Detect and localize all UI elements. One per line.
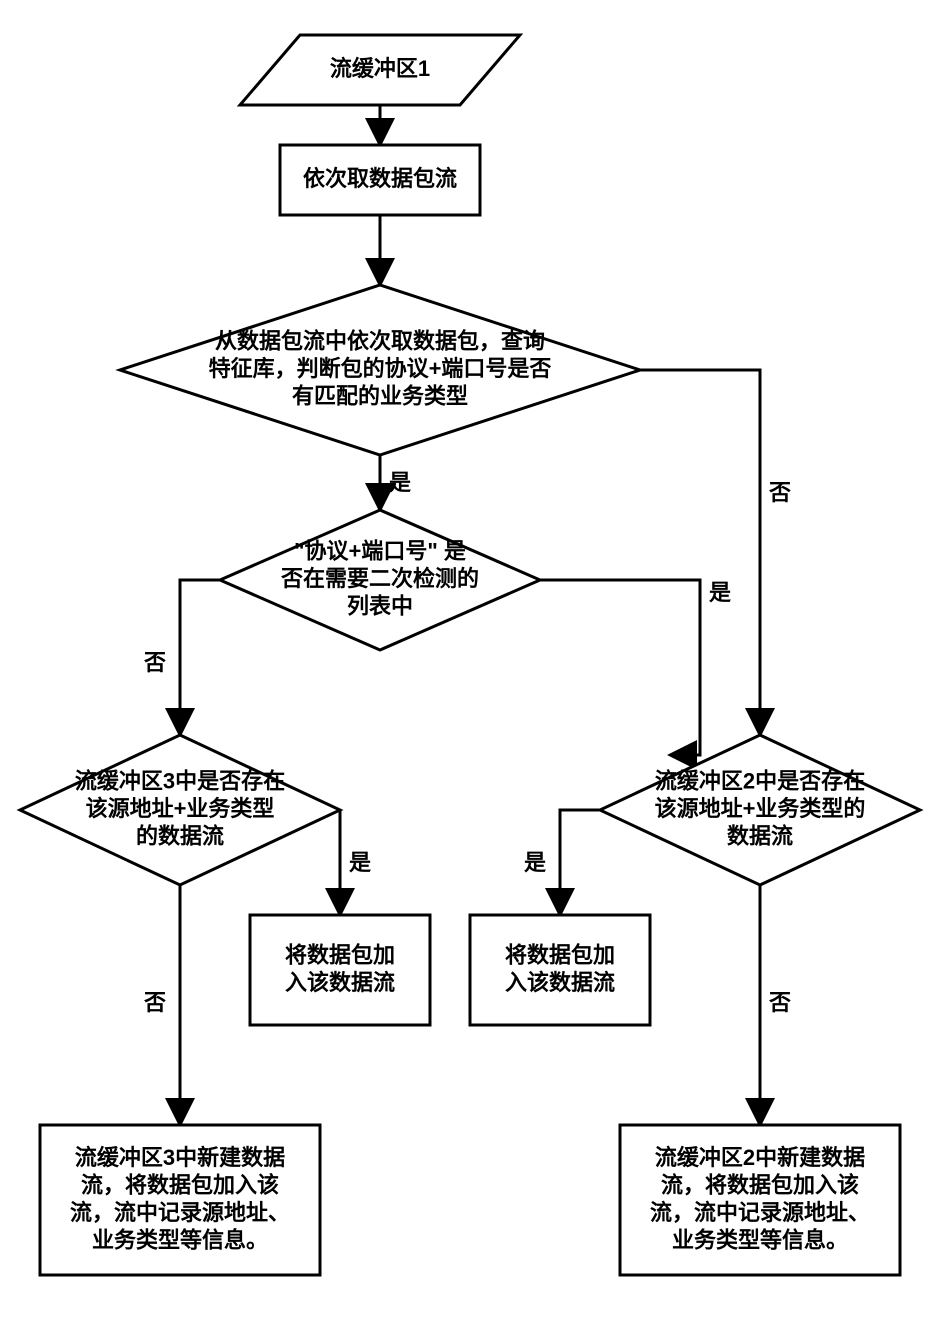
node-text: 特征库，判断包的协议+端口号是否	[209, 356, 552, 381]
node-text: 有匹配的业务类型	[292, 384, 468, 409]
node-n7: 将数据包加入该数据流	[250, 915, 430, 1025]
node-text: 将数据包加	[505, 942, 615, 967]
node-text: 数据流	[727, 824, 793, 849]
node-text: 业务类型等信息。	[92, 1227, 268, 1252]
node-text: 流缓冲区1	[330, 56, 430, 81]
node-text: 入该数据流	[285, 970, 395, 995]
edge-label: 否	[768, 480, 791, 505]
node-text: 流缓冲区3中是否存在	[75, 769, 285, 794]
node-text: 列表中	[347, 594, 413, 619]
node-text: 业务类型等信息。	[672, 1227, 848, 1252]
node-text: 该源地址+业务类型	[86, 796, 275, 821]
node-text: 流，流中记录源地址、	[70, 1200, 290, 1225]
edge-label: 是	[349, 850, 371, 875]
node-text: 流，将数据包加入该	[81, 1172, 279, 1197]
node-text: 流缓冲区2中新建数据	[655, 1145, 865, 1170]
node-n5: 流缓冲区3中是否存在该源地址+业务类型的数据流	[20, 735, 340, 885]
edge-label: 否	[143, 650, 166, 675]
node-text: 流，将数据包加入该	[661, 1172, 859, 1197]
node-text: 入该数据流	[505, 970, 615, 995]
node-text: 从数据包流中依次取数据包，查询	[215, 329, 545, 354]
node-n10: 流缓冲区2中新建数据流，将数据包加入该流，流中记录源地址、业务类型等信息。	[620, 1125, 900, 1275]
node-text: 流缓冲区2中是否存在	[655, 769, 865, 794]
edge	[180, 580, 220, 735]
node-text: 否在需要二次检测的	[280, 566, 479, 591]
edge	[540, 580, 700, 755]
flowchart-canvas: 是否否是是是否否流缓冲区1依次取数据包流从数据包流中依次取数据包，查询特征库，判…	[0, 0, 932, 1326]
node-text: 流缓冲区3中新建数据	[75, 1145, 285, 1170]
node-text: 依次取数据包流	[303, 166, 457, 191]
edge-label: 否	[143, 990, 166, 1015]
node-n8: 将数据包加入该数据流	[470, 915, 650, 1025]
node-text: 该源地址+业务类型的	[655, 796, 866, 821]
node-n1: 流缓冲区1	[240, 35, 520, 105]
node-text: 流，流中记录源地址、	[650, 1200, 870, 1225]
node-text: 的数据流	[136, 824, 224, 849]
edge-label: 是	[524, 850, 546, 875]
edge	[560, 810, 600, 915]
node-n4: "协议+端口号" 是否在需要二次检测的列表中	[220, 510, 540, 650]
edge-label: 否	[768, 990, 791, 1015]
node-n9: 流缓冲区3中新建数据流，将数据包加入该流，流中记录源地址、业务类型等信息。	[40, 1125, 320, 1275]
node-n6: 流缓冲区2中是否存在该源地址+业务类型的数据流	[600, 735, 920, 885]
edge-label: 是	[389, 470, 411, 495]
node-text: "协议+端口号" 是	[294, 539, 466, 564]
edge-label: 是	[709, 580, 731, 605]
node-text: 将数据包加	[285, 942, 395, 967]
node-n2: 依次取数据包流	[280, 145, 480, 215]
node-n3: 从数据包流中依次取数据包，查询特征库，判断包的协议+端口号是否有匹配的业务类型	[120, 285, 640, 455]
